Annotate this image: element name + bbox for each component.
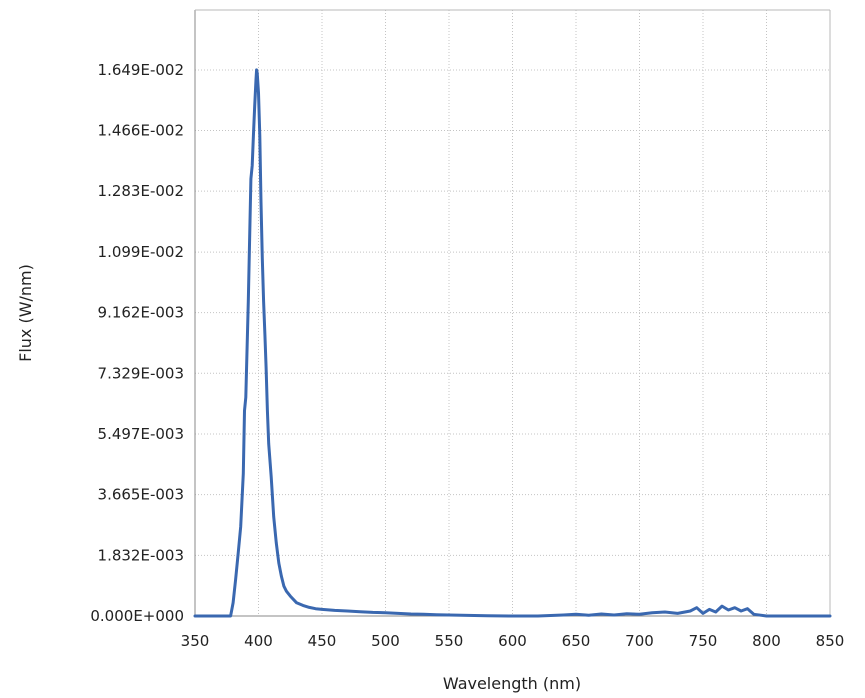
y-tick-label: 7.329E-003	[98, 364, 184, 382]
x-tick-label: 350	[181, 632, 210, 650]
x-tick-labels: 350 400 450 500 550 600 650 700 750 800 850	[181, 632, 845, 650]
x-tick-label: 600	[498, 632, 527, 650]
x-tick-label: 550	[435, 632, 464, 650]
y-tick-label: 1.466E-002	[98, 122, 184, 140]
y-tick-label: 1.832E-003	[98, 546, 184, 564]
x-axis-title: Wavelength (nm)	[443, 674, 581, 693]
y-axis-title: Flux (W/nm)	[16, 264, 35, 362]
x-tick-label: 800	[752, 632, 781, 650]
x-tick-label: 700	[625, 632, 654, 650]
y-tick-label: 0.000E+000	[90, 607, 184, 625]
x-tick-label: 400	[244, 632, 273, 650]
x-tick-label: 750	[689, 632, 718, 650]
y-tick-label: 9.162E-003	[98, 304, 184, 322]
x-tick-label: 450	[308, 632, 337, 650]
y-tick-label: 5.497E-003	[98, 425, 184, 443]
y-tick-label: 1.283E-002	[98, 182, 184, 200]
series-layer	[193, 68, 832, 618]
grid	[195, 10, 831, 616]
y-tick-labels: 0.000E+000 1.832E-003 3.665E-003 5.497E-003…	[90, 61, 184, 625]
x-tick-label: 500	[371, 632, 400, 650]
y-tick-label: 3.665E-003	[98, 486, 184, 504]
y-tick-label: 1.649E-002	[98, 61, 184, 79]
y-tick-label: 1.099E-002	[98, 243, 184, 261]
flux-series-line	[193, 68, 832, 618]
x-tick-label: 650	[562, 632, 591, 650]
x-tick-label: 850	[816, 632, 845, 650]
